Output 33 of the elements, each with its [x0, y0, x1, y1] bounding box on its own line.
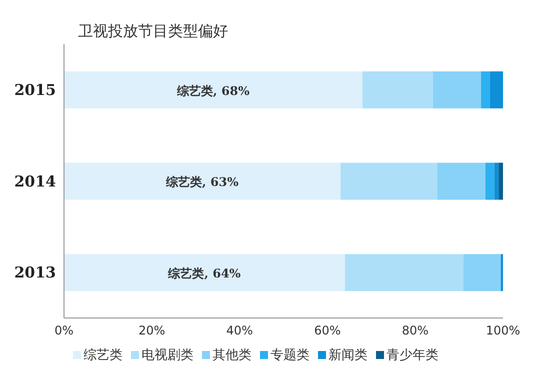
legend-label: 新闻类 — [328, 347, 368, 364]
bar — [362, 71, 433, 108]
bar — [490, 71, 503, 108]
bar — [437, 162, 486, 200]
legend-label: 专题类 — [270, 347, 310, 364]
x-tick-label: 20% — [138, 324, 166, 338]
bar — [432, 71, 482, 108]
bar — [498, 162, 503, 200]
legend-label: 青少年类 — [386, 347, 438, 364]
chart-title: 卫视投放节目类型偏好 — [78, 22, 228, 41]
legend-label: 综艺类 — [84, 347, 122, 364]
data-label: 综艺类, 63% — [165, 175, 240, 190]
bar — [64, 162, 341, 200]
bar — [485, 162, 494, 200]
bar — [463, 254, 501, 292]
data-label: 综艺类, 64% — [167, 266, 242, 281]
x-tick-label: 80% — [402, 324, 429, 338]
y-tick-label: 2014 — [14, 172, 56, 190]
x-tick-label: 60% — [314, 324, 341, 338]
bar — [340, 162, 438, 200]
x-tick-label: 100% — [486, 324, 520, 338]
bar — [64, 71, 363, 108]
bar — [64, 254, 345, 292]
data-label: 综艺类, 68% — [176, 84, 250, 98]
legend-label: 电视剧类 — [142, 347, 194, 364]
legend-label: 其他类 — [212, 347, 252, 364]
bar — [494, 162, 499, 200]
y-tick-label: 2013 — [14, 264, 56, 282]
bar — [344, 254, 464, 292]
bar — [481, 71, 490, 108]
y-tick-label: 2015 — [14, 80, 56, 99]
x-tick-label: 0% — [54, 324, 74, 338]
x-tick-label: 40% — [226, 324, 253, 338]
